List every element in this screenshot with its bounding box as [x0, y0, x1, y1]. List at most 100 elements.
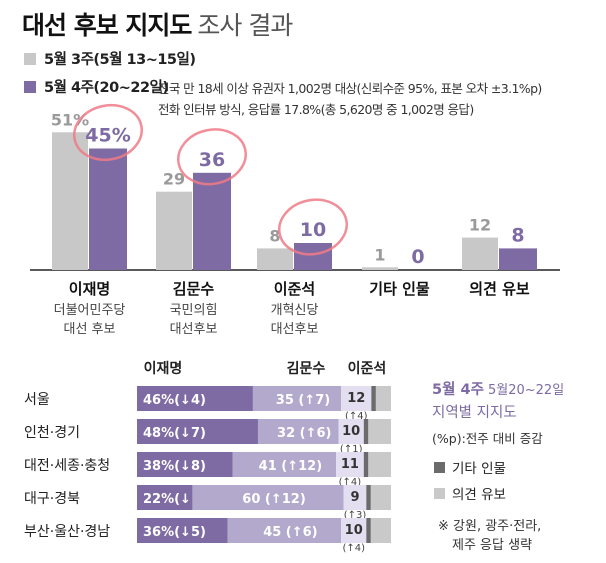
bar-segment-lee [137, 452, 233, 477]
bar-label-week3: 12 [469, 216, 491, 235]
bar-segment-leejs [341, 518, 367, 543]
bar-label-week3: 29 [163, 170, 185, 189]
bar-label-week4: 8 [511, 224, 524, 246]
segment-label-kim: 45 (↑6) [263, 525, 317, 540]
bar-segment-other [366, 518, 371, 543]
bar-segment-leejs [343, 485, 367, 510]
bar-label-week4: 10 [300, 219, 326, 241]
bar-segment-reserved [368, 452, 391, 477]
bar-week4 [89, 148, 127, 270]
bar-week3 [362, 267, 398, 270]
bar-week3 [257, 248, 293, 270]
bar-label-week4: 45% [85, 125, 130, 147]
region-name: 인천·경기 [24, 425, 80, 441]
bar-week3 [52, 132, 88, 270]
category-party: 개혁신당 [271, 303, 319, 318]
bar-week3 [156, 191, 192, 270]
bar-label-week3: 8 [269, 226, 280, 245]
bar-week3 [462, 237, 498, 270]
bar-label-week3: 1 [374, 245, 385, 264]
category-party: 더불어민주당 [54, 303, 126, 318]
segment-label-lee: 48%(↓7) [143, 426, 206, 441]
survey-note-2: 전화 인터뷰 방식, 응답률 17.8%(총 5,620명 중 1,002명 응… [158, 102, 474, 117]
legend-other: 기타 인물 [452, 461, 506, 477]
segment-label-lee: 46%(↓4) [143, 393, 206, 408]
highlight-circle [177, 128, 247, 186]
segment-label-leejs: 11 [341, 457, 359, 472]
legend-week4: 5월 4주(20~22일) [24, 76, 169, 97]
segment-label-leejs: 10 [342, 424, 360, 439]
bar-week4 [193, 172, 231, 270]
segment-change-leejs: (↑1) [340, 444, 363, 455]
segment-label-leejs: 9 [350, 490, 359, 505]
footnote-1: ※ 강원, 광주·전라, [438, 519, 541, 534]
series-header: 이재명 [144, 360, 183, 377]
category-name: 기타 인물 [369, 280, 430, 298]
segment-label-lee: 38%(↓8) [143, 459, 206, 474]
category-name: 이재명 [69, 280, 110, 298]
region-name: 서울 [24, 392, 50, 408]
bar-segment-reserved [370, 485, 391, 510]
segment-label-lee: 36%(↓5) [143, 525, 206, 540]
series-header: 이준석 [348, 360, 387, 377]
segment-label-kim: 41 (↑12) [259, 459, 322, 474]
bar-segment-lee [137, 518, 228, 543]
category-role: 대선 후보 [64, 322, 116, 337]
segment-change-leejs: (↑4) [342, 543, 365, 554]
category-name: 의견 유보 [469, 280, 530, 298]
regional-subtitle: 지역별 지지도 [432, 404, 517, 421]
category-name: 김문수 [173, 280, 215, 298]
segment-label-kim: 35 (↑7) [276, 393, 330, 408]
category-role: 대선후보 [170, 322, 218, 337]
legend-swatch-reserved [434, 488, 445, 499]
legend-reserved: 의견 유보 [452, 487, 506, 503]
bar-segment-lee [137, 485, 193, 510]
legend-week3-label: 5월 3주(5월 13~15일) [44, 52, 196, 68]
bar-segment-leejs [341, 386, 372, 411]
highlight-circle [73, 103, 143, 162]
legend-week4-swatch [24, 81, 36, 93]
category-name: 이준석 [274, 280, 315, 298]
bar-segment-lee [137, 419, 258, 444]
segment-change-leejs: (↑3) [344, 510, 367, 521]
region-name: 대구·경북 [24, 491, 80, 507]
bar-segment-other [363, 419, 369, 444]
segment-change-leejs: (↑4) [345, 411, 368, 422]
legend-week3-swatch [24, 53, 36, 65]
segment-change-leejs: (↑4) [339, 477, 362, 488]
title-bold: 대선 후보 지지도 [22, 11, 192, 40]
region-name: 부산·울산·경남 [24, 524, 110, 540]
series-header: 김문수 [287, 360, 326, 377]
bar-week4 [294, 243, 332, 270]
regional-date: 5월20~22일 [488, 383, 564, 398]
bar-label-week3: 51% [51, 110, 89, 129]
footnote-2: 제주 응답 생략 [452, 538, 532, 553]
bar-segment-other [366, 485, 371, 510]
segment-label-leejs: 12 [347, 391, 365, 406]
highlight-circle [278, 198, 348, 256]
segment-label-kim: 60 (↑12) [242, 492, 305, 507]
regional-title: 5월 4주 [432, 381, 484, 398]
bar-segment-kim [192, 485, 344, 510]
bar-segment-kim [257, 419, 339, 444]
bar-label-week4: 36 [199, 149, 225, 171]
bar-segment-lee [137, 386, 253, 411]
bar-segment-kim [227, 518, 342, 543]
segment-label-kim: 32 (↑6) [277, 426, 331, 441]
bar-segment-reserved [368, 419, 391, 444]
bar-segment-leejs [338, 419, 364, 444]
segment-label-leejs: 10 [345, 523, 363, 538]
survey-note-1: 전국 만 18세 이상 유권자 1,002명 대상(신뢰수준 95%, 표본 오… [158, 81, 542, 96]
bar-segment-leejs [336, 452, 364, 477]
regional-unit-note: (%p):전주 대비 증감 [432, 431, 543, 446]
category-role: 대선후보 [271, 322, 319, 337]
bar-segment-other [371, 386, 376, 411]
bar-segment-kim [232, 452, 337, 477]
page-title: 대선 후보 지지도 조사 결과 [22, 6, 293, 42]
legend-week4-label: 5월 4주(20~22일) [44, 80, 169, 96]
bar-segment-other [363, 452, 369, 477]
title-light: 조사 결과 [197, 11, 293, 40]
legend-week3: 5월 3주(5월 13~15일) [24, 48, 196, 69]
category-party: 국민의힘 [170, 303, 218, 318]
